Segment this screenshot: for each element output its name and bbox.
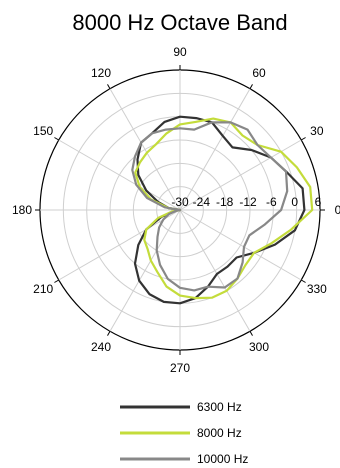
angle-tick-label: 90 [173, 45, 187, 59]
angle-tick [54, 137, 60, 141]
angle-tick-label: 330 [307, 282, 327, 296]
angle-tick-label: 30 [310, 124, 324, 138]
grid-spoke [109, 88, 181, 211]
radial-tick-label: -30 [171, 195, 189, 209]
legend: 6300 Hz 8000 Hz 10000 Hz [120, 400, 248, 466]
radial-tick-label: -24 [193, 195, 211, 209]
grid-spoke [179, 209, 251, 332]
grid-spoke [58, 139, 181, 211]
angle-tick-label: 270 [170, 361, 190, 375]
angle-tick-label: 120 [91, 66, 111, 80]
radial-tick-label: -12 [239, 195, 257, 209]
radial-tick-label: -18 [216, 195, 234, 209]
radial-tick-label: 0 [291, 195, 298, 209]
angle-tick [54, 279, 60, 283]
angle-tick-label: 180 [12, 203, 32, 217]
angle-tick-label: 210 [33, 282, 53, 296]
angle-tick-label: 240 [91, 340, 111, 354]
grid-spoke [179, 209, 302, 281]
legend-label: 8000 Hz [197, 426, 242, 440]
grid-spoke [179, 88, 251, 211]
angle-tick [300, 137, 306, 141]
angle-tick [249, 330, 253, 336]
angle-tick-label: 300 [249, 340, 269, 354]
radial-tick-label: -6 [266, 195, 277, 209]
legend-label: 6300 Hz [197, 400, 242, 414]
angle-tick [249, 84, 253, 90]
legend-label: 10000 Hz [197, 452, 248, 466]
radial-tick-label: 6 [315, 195, 322, 209]
angle-tick-label: 0 [335, 203, 340, 217]
series-line [131, 121, 289, 292]
angle-tick [107, 330, 111, 336]
angle-tick [107, 84, 111, 90]
angle-tick-label: 150 [33, 124, 53, 138]
grid-spoke [58, 209, 181, 281]
angle-tick [300, 279, 306, 283]
angle-tick-label: 60 [252, 66, 266, 80]
chart-title: 8000 Hz Octave Band [72, 10, 287, 35]
grid-spoke [109, 209, 181, 332]
series-group [131, 115, 314, 305]
